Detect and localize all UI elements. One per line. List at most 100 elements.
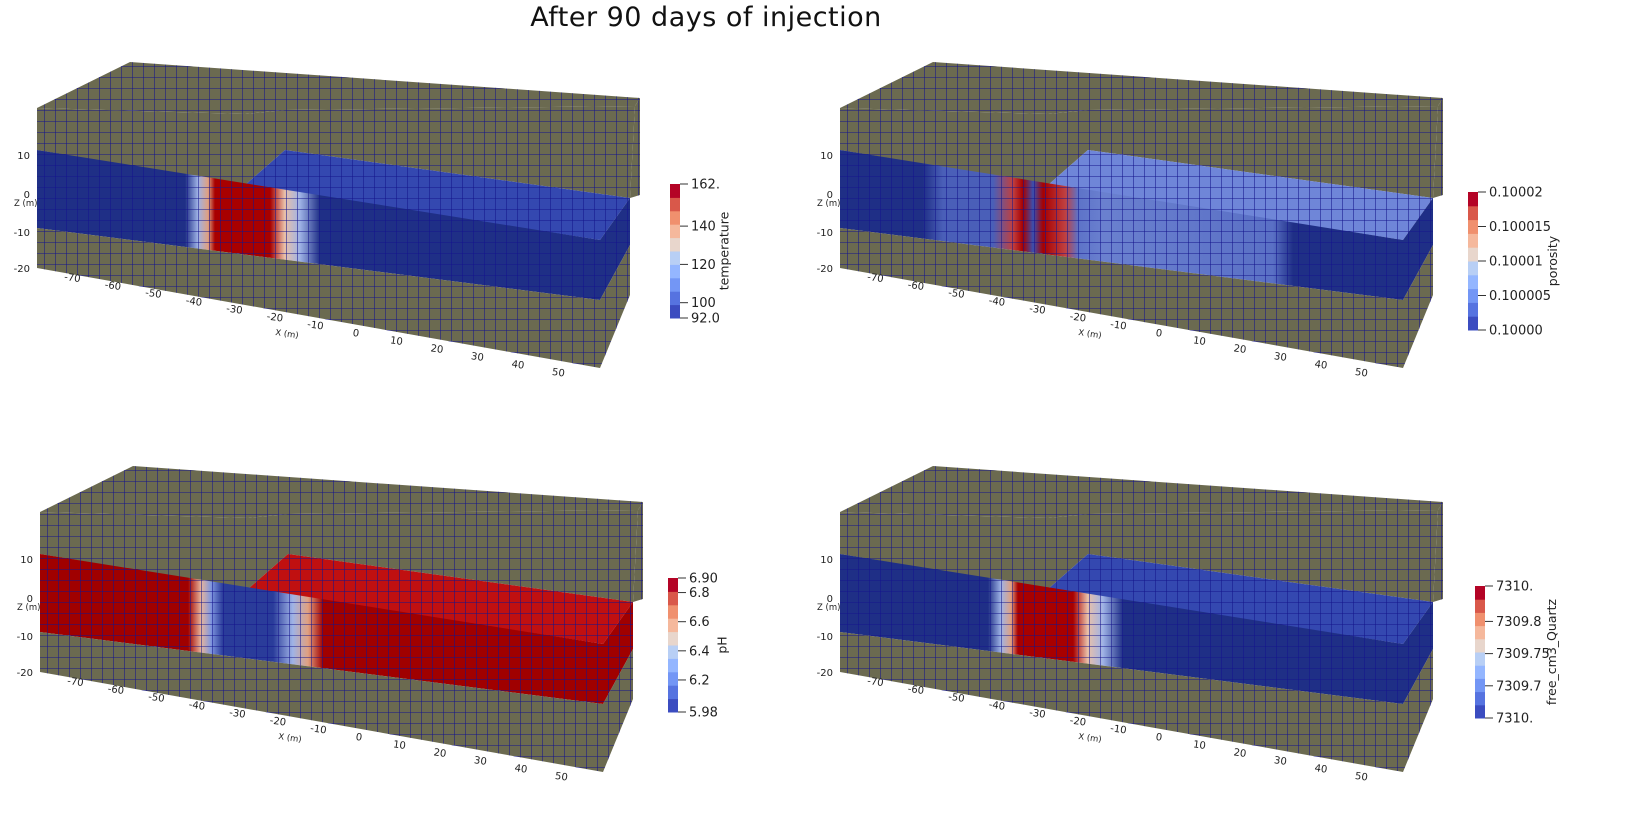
x-tick-label: -40 xyxy=(988,700,1006,713)
x-tick-label: 10 xyxy=(1192,739,1206,752)
x-tick-label: 30 xyxy=(473,755,487,768)
z-axis-label: Z (m) xyxy=(817,199,840,209)
z-tick-label: -20 xyxy=(17,668,33,679)
colorbar-swatch xyxy=(670,184,680,198)
x-tick-label: 50 xyxy=(551,367,565,380)
caprock-side-face-mesh xyxy=(630,98,640,198)
x-tick-label: -40 xyxy=(188,700,206,713)
colorbar-tick-label: 120 xyxy=(691,258,716,273)
z-tick-label: 0 xyxy=(24,190,30,201)
x-tick-label: -50 xyxy=(144,288,162,301)
x-tick-label: -20 xyxy=(1069,715,1087,728)
z-axis-label: Z (m) xyxy=(17,603,40,613)
colorbar-swatch xyxy=(1475,652,1485,666)
colorbar-tick-label: 0.10000 xyxy=(1489,324,1543,339)
z-tick-label: 10 xyxy=(17,151,30,162)
colorbar-title: pH xyxy=(714,636,729,653)
colorbar-pH: 6.906.8 6.6 6.4 6.2 5.98 pH xyxy=(668,572,729,721)
colorbar-swatch xyxy=(670,210,680,225)
x-tick-label: -10 xyxy=(309,723,327,736)
colorbar-tick-label: 162. xyxy=(691,178,720,193)
colorbar-swatch xyxy=(670,264,680,279)
colorbar-tick-label: 7310. xyxy=(1496,712,1533,727)
colorbar-tick-label: 0.10002 xyxy=(1489,186,1543,201)
caprock-recessed-face-mesh xyxy=(285,106,635,198)
x-tick-label: -60 xyxy=(907,684,925,697)
x-tick-label: -50 xyxy=(147,692,165,705)
colorbar-swatch xyxy=(670,277,680,292)
basement-front-face-mesh xyxy=(40,632,603,772)
x-tick-label: 50 xyxy=(1354,771,1368,784)
caprock-recessed-face-mesh xyxy=(1088,106,1438,198)
colorbar-swatch xyxy=(668,671,678,686)
x-tick-label: -70 xyxy=(63,272,81,285)
colorbar-swatch xyxy=(668,591,678,606)
colorbar-swatch xyxy=(1468,274,1478,290)
colorbar-swatch xyxy=(670,304,680,319)
x-tick-label: 20 xyxy=(430,343,444,356)
z-tick-label: -10 xyxy=(817,632,833,643)
z-tick-label: 10 xyxy=(820,555,833,566)
x-tick-label: -60 xyxy=(104,280,122,293)
colorbar-swatch xyxy=(1468,261,1478,276)
x-tick-label: -20 xyxy=(269,715,287,728)
x-tick-label: -20 xyxy=(1069,311,1087,324)
x-axis-label: X (m) xyxy=(278,732,303,745)
z-tick-label: 0 xyxy=(827,190,833,201)
z-tick-label: -10 xyxy=(17,632,33,643)
colorbar-swatch xyxy=(1468,316,1478,331)
caprock-side-face-mesh xyxy=(1433,98,1443,198)
x-tick-label: -30 xyxy=(1028,304,1046,317)
x-tick-label: 0 xyxy=(1155,732,1163,744)
colorbar-swatch xyxy=(1468,247,1478,262)
x-tick-label: 40 xyxy=(1314,763,1328,776)
basement-side-face-mesh xyxy=(600,245,630,368)
colorbar-tick-label: 7309.7 xyxy=(1496,679,1542,694)
reservoir-top-face-mesh xyxy=(1048,554,1433,644)
colorbar-swatch xyxy=(670,291,680,306)
basement-front-face-mesh xyxy=(840,228,1403,368)
caprock-top-face-mesh xyxy=(37,62,640,114)
x-tick-label: 50 xyxy=(1354,367,1368,380)
basement-front-face-mesh xyxy=(840,632,1403,772)
caprock-recessed-face-mesh xyxy=(288,510,638,602)
colorbar-swatch xyxy=(1475,678,1485,693)
panel-pH: 10 0 -10 -20 Z (m) -70 -60 -50 -40 -30 -20 -10 0 10 20… xyxy=(17,466,643,784)
x-tick-label: -70 xyxy=(866,676,884,689)
colorbar-porosity: 0.10002 0.100015 0.10001 0.100005 0.10000 por… xyxy=(1468,186,1560,339)
colorbar-tick-label: 0.100005 xyxy=(1489,289,1551,304)
caprock-side-face-mesh xyxy=(633,502,643,602)
x-tick-label: 30 xyxy=(1273,755,1287,768)
x-tick-label: 10 xyxy=(1192,335,1206,348)
x-tick-label: 0 xyxy=(1155,328,1163,340)
colorbar-swatch xyxy=(1468,302,1478,317)
x-tick-label: -10 xyxy=(1109,723,1127,736)
colorbar-tick-label: 6.8 xyxy=(689,586,710,601)
panel-free_cm3_Quartz: 10 0 -10 -20 Z (m) -70 -60 -50 -40 -30 -20 -10 0 10 20… xyxy=(817,466,1443,784)
caprock-top-face-mesh xyxy=(840,62,1443,114)
colorbar-swatch xyxy=(668,631,678,646)
reservoir-top-face-mesh xyxy=(1048,150,1433,240)
colorbar-swatch xyxy=(670,251,680,265)
x-tick-label: -30 xyxy=(1028,708,1046,721)
x-tick-label: -10 xyxy=(1109,319,1127,332)
reservoir-front-face-mesh xyxy=(840,150,1403,300)
colorbar-swatch xyxy=(1475,704,1485,719)
x-axis-label: X (m) xyxy=(275,328,300,341)
x-tick-label: 40 xyxy=(511,359,525,372)
z-tick-label: 10 xyxy=(820,151,833,162)
x-tick-label: 40 xyxy=(1314,359,1328,372)
colorbar-swatch xyxy=(1475,612,1485,627)
colorbar-swatch xyxy=(1475,599,1485,613)
x-tick-label: 10 xyxy=(392,739,406,752)
caprock-notch-face-mesh xyxy=(1048,110,1088,185)
z-tick-label: 0 xyxy=(27,594,33,605)
colorbar-free_cm3_Quartz: 7310. 7309.8 7309.75 7309.7 7310. free_cm3_Qu… xyxy=(1475,580,1559,727)
panel-temperature: 10 0 -10 -20 Z (m) -70 -60 -50 -40 -30 -20 -10 0 10 20… xyxy=(14,62,640,380)
x-tick-label: -10 xyxy=(306,319,324,332)
caprock-notch-face-mesh xyxy=(248,514,288,589)
x-tick-label: -70 xyxy=(866,272,884,285)
caprock-front-face-mesh xyxy=(37,108,245,185)
